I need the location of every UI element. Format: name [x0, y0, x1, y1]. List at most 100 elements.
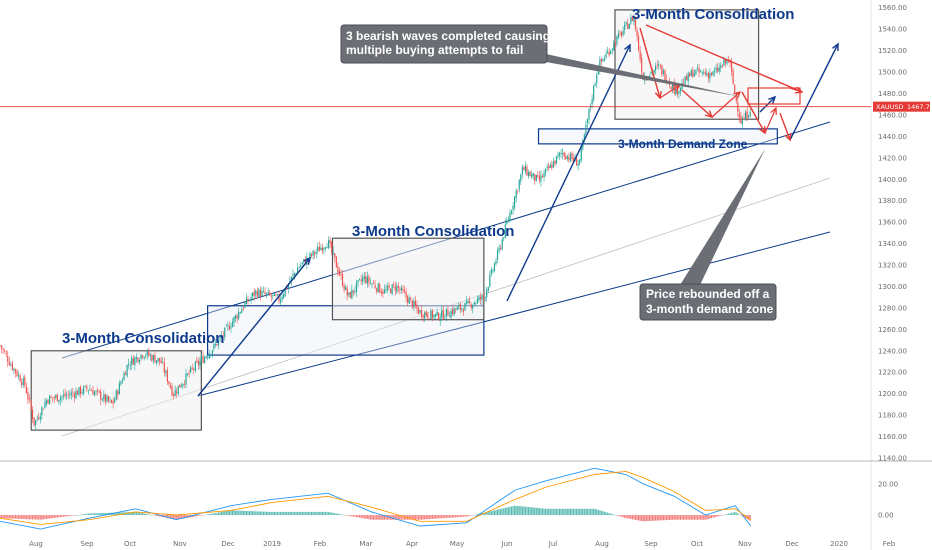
candle-body-259 — [400, 287, 403, 291]
macd-hist-257 — [397, 515, 399, 520]
macd-hist-260 — [402, 515, 404, 520]
candle-body-349 — [540, 175, 542, 182]
candle-body-287 — [444, 317, 446, 319]
candle-body-310 — [479, 297, 482, 300]
macd-hist-220 — [340, 514, 342, 516]
candle-body-14 — [21, 381, 23, 385]
macd-hist-132 — [204, 514, 206, 516]
macd-hist-110 — [169, 515, 172, 519]
candle-body-314 — [486, 289, 488, 298]
macd-hist-89 — [137, 512, 139, 516]
macd-hist-147 — [227, 510, 229, 516]
arrow-bear-wave-3 — [741, 91, 766, 134]
candle-body-51 — [78, 387, 80, 395]
time-tick-15: Nov — [738, 540, 752, 548]
macd-hist-169 — [261, 511, 263, 516]
price-tick-20: 1160.00 — [878, 433, 907, 441]
candle-body-43 — [66, 395, 68, 397]
macd-hist-103 — [159, 515, 161, 517]
macd-hist-436 — [675, 515, 677, 520]
candle-body-252 — [390, 288, 392, 294]
candle-body-160 — [247, 299, 249, 302]
candle-body-177 — [273, 293, 275, 296]
macd-hist-2 — [2, 515, 4, 519]
candle-body-298 — [461, 308, 463, 310]
arrow-bear-link-1 — [659, 84, 681, 99]
macd-hist-3 — [4, 515, 6, 519]
candle-body-88 — [135, 356, 137, 359]
candle-body-38 — [58, 399, 60, 402]
macd-hist-193 — [298, 511, 300, 516]
macd-hist-418 — [647, 515, 649, 522]
candle-body-158 — [244, 302, 246, 308]
candle-body-57 — [87, 390, 89, 391]
candle-body-82 — [126, 364, 128, 377]
price-axis-ticks: 1560.00 1540.00 1520.00 1500.00 1480.00 1460.… — [878, 4, 907, 462]
macd-hist-330 — [510, 506, 513, 516]
price-tick-10: 1360.00 — [878, 219, 907, 227]
candle-body-251 — [388, 285, 390, 288]
macd-hist-306 — [473, 514, 475, 516]
macd-hist-422 — [653, 515, 655, 521]
macd-hist-128 — [197, 515, 199, 516]
macd-hist-152 — [235, 510, 237, 516]
macd-hist-241 — [372, 515, 375, 520]
candle-body-481 — [744, 112, 747, 121]
candle-body-5 — [7, 355, 9, 362]
macd-hist-219 — [338, 514, 341, 516]
price-tick-11: 1340.00 — [878, 240, 907, 248]
candle-body-466 — [721, 66, 723, 67]
macd-hist-135 — [208, 514, 210, 516]
macd-hist-431 — [667, 515, 669, 521]
macd-hist-389 — [602, 511, 604, 516]
candle-body-132 — [204, 357, 206, 364]
consolidation-box-2 — [331, 237, 485, 321]
candle-body-163 — [252, 292, 254, 297]
macd-hist-181 — [279, 511, 282, 516]
candle-body-263 — [407, 296, 409, 303]
macd-hist-67 — [103, 512, 105, 516]
macd-hist-41 — [62, 515, 65, 517]
macd-hist-38 — [58, 515, 60, 518]
candle-body-120 — [185, 373, 187, 385]
macd-line — [0, 467, 752, 530]
time-tick-13: Sep — [644, 540, 658, 548]
macd-hist-406 — [628, 515, 630, 519]
candle-body-390 — [603, 58, 606, 61]
candle-body-60 — [92, 390, 94, 395]
consolidation-1-title: 3-Month Consolidation — [62, 330, 224, 347]
macd-hist-207 — [320, 511, 322, 516]
macd-hist-21 — [31, 515, 34, 520]
consolidation-2-title: 3-Month Consolidation — [352, 223, 514, 240]
macd-hist-472 — [731, 512, 733, 516]
price-tick-0: 1560.00 — [878, 4, 907, 12]
macd-hist-248 — [383, 515, 385, 520]
macd-hist-323 — [500, 508, 502, 516]
candle-body-115 — [177, 385, 179, 395]
arrow-bear-wave-2 — [681, 89, 713, 118]
candle-body-204 — [315, 251, 317, 254]
macd-hist-310 — [479, 513, 482, 516]
trendline-head-head — [794, 86, 804, 94]
candle-body-352 — [545, 169, 547, 173]
candle-body-146 — [225, 325, 227, 327]
candle-body-105 — [162, 362, 164, 363]
candle-body-399 — [617, 33, 620, 38]
callout-bottom-box — [639, 283, 777, 321]
macd-hist-143 — [221, 511, 223, 516]
candle-body-412 — [638, 36, 640, 51]
macd-hist-96 — [148, 514, 150, 516]
candle-body-141 — [217, 339, 220, 346]
macd-hist-320 — [495, 509, 497, 516]
macd-hist-204 — [315, 511, 317, 516]
candle-body-445 — [689, 73, 691, 77]
macd-hist-363 — [562, 508, 564, 516]
candle-body-148 — [228, 326, 230, 330]
macd-hist-179 — [276, 511, 279, 516]
macd-hist-446 — [690, 515, 692, 520]
candle-body-191 — [295, 273, 297, 275]
callout-bottom-line-2: 3-month demand zone — [646, 302, 774, 316]
macd-hist-334 — [517, 505, 519, 516]
candle-body-72 — [111, 400, 113, 403]
candle-body-71 — [109, 399, 111, 401]
